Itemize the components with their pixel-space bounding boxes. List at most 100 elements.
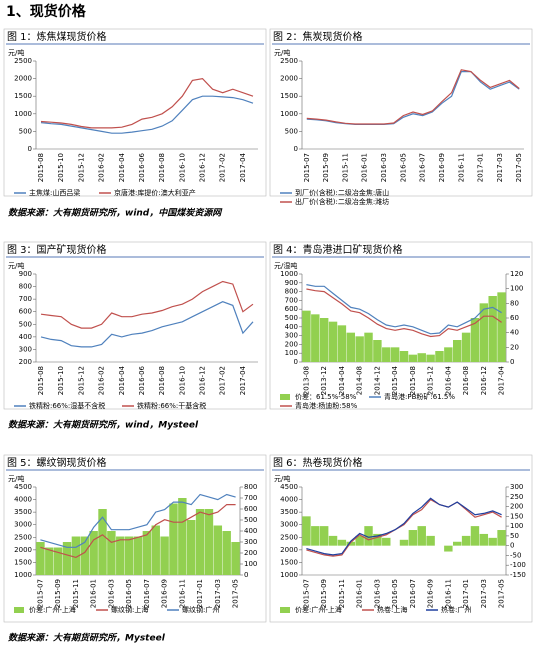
x-tick-label: 2016-01: [356, 579, 364, 608]
x-tick-label: 2016-06: [138, 365, 146, 395]
bar: [187, 520, 196, 575]
y2-tick-label: 200: [244, 549, 257, 557]
panel-frame: [3, 241, 267, 410]
y-tick-label: 200: [19, 358, 32, 366]
bar: [461, 332, 471, 362]
x-tick-label: 2016-04: [118, 365, 126, 395]
bar: [142, 531, 152, 575]
x-tick-label: 2015-11: [72, 579, 80, 608]
chart-title: 图 3：国产矿现货价格: [7, 243, 107, 256]
bar: [53, 547, 63, 575]
panel-frame: [269, 241, 533, 410]
x-tick-label: 2015-09: [320, 579, 328, 608]
bar: [337, 539, 347, 546]
x-tick-label: 2015-11: [341, 153, 349, 182]
x-tick-label: 2016-09: [161, 579, 169, 608]
y-tick-label: 3500: [14, 508, 32, 516]
bar: [328, 535, 338, 546]
bar: [62, 542, 72, 575]
x-tick-label: 2016-08: [462, 366, 470, 395]
chart-title: 图 2：焦炭现货价格: [273, 30, 363, 43]
legend-label: 热卷:广州: [441, 605, 471, 614]
y2-tick-label: -50: [510, 551, 521, 559]
bar: [133, 536, 143, 575]
y2-tick-label: 20: [510, 343, 519, 351]
panel-frame: [3, 28, 267, 197]
y2-tick-label: 300: [244, 538, 257, 546]
chart-title: 图 5：螺纹钢现货价格: [7, 456, 107, 469]
y-tick-label: 0: [28, 145, 32, 153]
y-axis-label: 元/吨: [274, 474, 290, 483]
y-tick-label: 600: [19, 308, 32, 316]
y-tick-label: 2000: [14, 546, 32, 554]
bar: [470, 318, 480, 362]
y-tick-label: 1500: [280, 558, 298, 566]
bar: [311, 526, 320, 546]
legend-label: 螺纹钢:上海: [111, 605, 148, 614]
x-tick-label: 2016-04: [118, 152, 126, 182]
y2-tick-label: 300: [510, 483, 523, 491]
line: [306, 71, 520, 125]
x-tick-label: 2015-12: [427, 366, 435, 395]
bar: [160, 536, 169, 575]
bar: [302, 310, 311, 362]
bar: [373, 533, 382, 546]
line: [306, 69, 520, 125]
y2-tick-label: 800: [244, 483, 257, 491]
x-tick-label: 2015-07: [36, 579, 44, 608]
x-tick-label: 2017-02: [219, 153, 227, 182]
bar: [116, 536, 125, 575]
y-tick-label: 2500: [14, 57, 32, 65]
bar: [479, 533, 489, 546]
bar: [417, 353, 426, 362]
bar: [390, 347, 400, 362]
y-tick-label: 1000: [280, 571, 298, 579]
line: [40, 280, 254, 329]
legend-label: 出厂价(含税):二级冶金焦:潍坊: [295, 197, 389, 206]
line: [306, 498, 502, 557]
legend-label: 主焦煤:山西吕梁: [29, 188, 80, 197]
bar: [204, 509, 214, 575]
y-tick-label: 400: [19, 333, 32, 341]
x-tick-label: 2016-03: [380, 153, 388, 182]
bar: [124, 536, 134, 575]
legend-label: 青岛港:PB粉矿:61.5%: [384, 392, 455, 401]
x-tick-label: 2016-03: [107, 579, 115, 608]
source-note: 数据来源：大有期货研究所，wind，中国煤炭资源网: [8, 208, 223, 219]
bar: [195, 509, 205, 575]
y-tick-label: 500: [285, 127, 298, 135]
y-tick-label: 2000: [280, 546, 298, 554]
legend-label: 热卷:上海: [377, 605, 407, 614]
x-tick-label: 2017-05: [515, 153, 523, 182]
y2-tick-label: -150: [510, 571, 526, 579]
x-tick-label: 2015-09: [54, 579, 62, 608]
y2-tick-label: 60: [510, 314, 519, 322]
y-tick-label: 1500: [14, 558, 32, 566]
x-tick-label: 2016-02: [98, 366, 106, 395]
bar: [45, 547, 54, 575]
bar: [453, 541, 462, 546]
y-tick-label: 3000: [14, 521, 32, 529]
x-tick-label: 2016-05: [399, 153, 407, 182]
y-tick-label: 900: [285, 279, 298, 287]
bar: [231, 542, 240, 575]
bar: [107, 531, 116, 575]
bar: [382, 347, 391, 362]
x-tick-label: 2015-12: [77, 153, 85, 182]
x-tick-label: 2015-08: [409, 366, 417, 395]
x-tick-label: 2017-04: [239, 365, 247, 395]
y-tick-label: 3000: [280, 521, 298, 529]
y-tick-label: 1000: [280, 270, 298, 278]
y-tick-label: 700: [285, 296, 298, 304]
y-tick-label: 400: [285, 323, 298, 331]
y-tick-label: 300: [19, 345, 32, 353]
x-tick-label: 2013-08: [302, 366, 310, 395]
bar: [426, 535, 435, 546]
bar: [399, 351, 409, 362]
y2-tick-label: 100: [510, 285, 523, 293]
y-tick-label: 2500: [280, 57, 298, 65]
x-tick-label: 2015-08: [37, 153, 45, 182]
y2-tick-label: -100: [510, 561, 526, 569]
legend-label: 价差：61.5%-58%: [295, 392, 357, 401]
y-tick-label: 800: [285, 288, 298, 296]
